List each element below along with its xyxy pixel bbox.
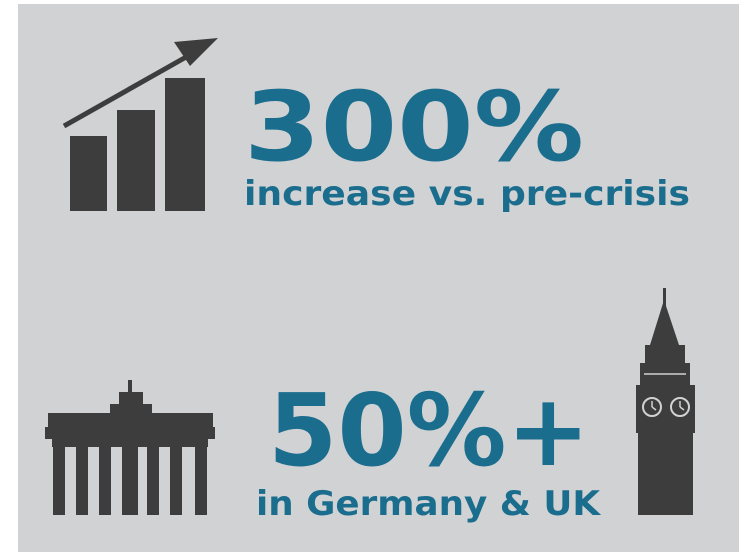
stat-caption: increase vs. pre-crisis: [244, 174, 690, 214]
stat-value: 300%: [244, 71, 584, 183]
stat-value: 50%+: [268, 372, 590, 489]
stat-caption: in Germany & UK: [256, 484, 602, 524]
background: [18, 4, 739, 552]
brandenburg-gate-icon: [45, 380, 215, 515]
big-ben-icon: [636, 288, 695, 515]
growth-icon: [62, 38, 218, 211]
